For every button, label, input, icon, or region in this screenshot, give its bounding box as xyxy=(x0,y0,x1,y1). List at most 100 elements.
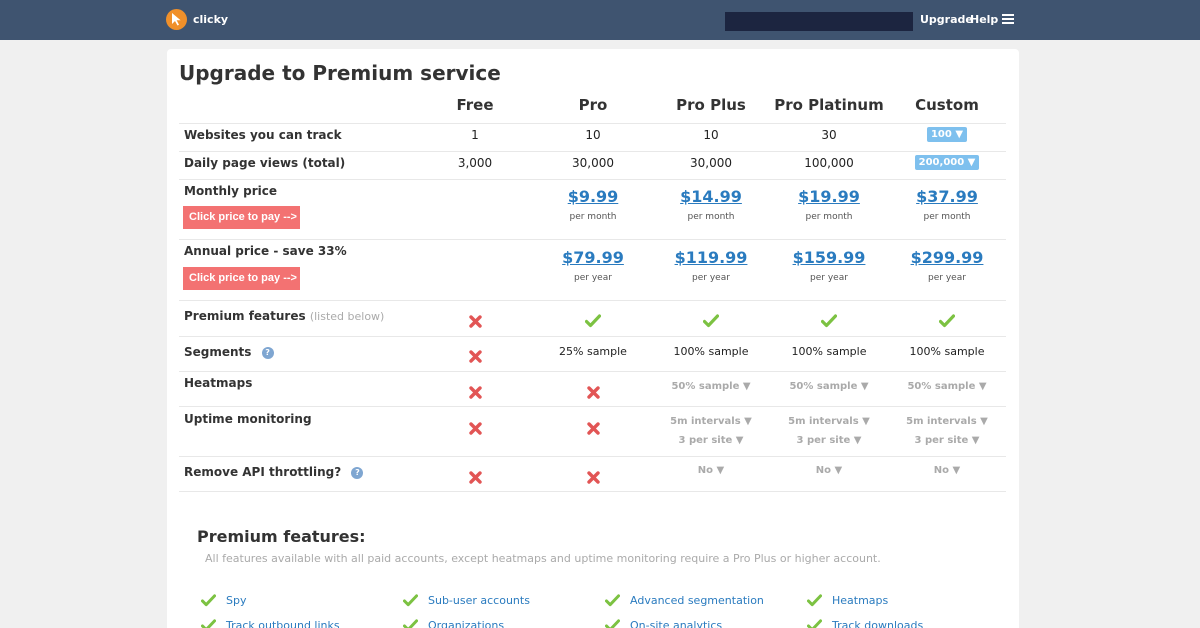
check-icon xyxy=(403,619,423,628)
help-link[interactable]: Help xyxy=(970,13,999,26)
logo-text: clicky xyxy=(193,13,229,26)
websites-free: 1 xyxy=(471,128,479,142)
row-divider xyxy=(179,151,1006,152)
period-label: per month xyxy=(923,212,971,222)
annual-price-custom[interactable]: $299.99 xyxy=(910,248,984,267)
cross-icon xyxy=(468,313,482,328)
annual-price-pro-platinum[interactable]: $159.99 xyxy=(792,248,866,267)
websites-custom-select[interactable]: 100 ▼ xyxy=(926,127,968,142)
monthly-pay-button[interactable]: Click price to pay --> xyxy=(183,206,300,229)
feature-item[interactable]: Advanced segmentation xyxy=(605,594,764,607)
segments-label: Segments ? xyxy=(184,345,274,359)
row-divider xyxy=(179,491,1006,492)
site-search-input[interactable] xyxy=(725,12,913,31)
period-label: per year xyxy=(692,273,730,283)
clicky-logo[interactable]: clicky xyxy=(166,9,228,30)
monthly-price-label: Monthly price xyxy=(184,184,277,198)
segments-pro-platinum: 100% sample xyxy=(791,345,867,358)
check-icon xyxy=(605,594,625,607)
uptime-interval-pro-platinum-select[interactable]: 5m intervals ▼ xyxy=(788,416,870,427)
plan-header-custom: Custom xyxy=(915,96,979,114)
annual-pro-plus-cell: $119.99 per year xyxy=(652,248,770,283)
feature-item[interactable]: Track outbound links xyxy=(201,619,340,628)
feature-item[interactable]: On-site analytics xyxy=(605,619,722,628)
uptime-sites-pro-plus-select[interactable]: 3 per site ▼ xyxy=(678,435,744,446)
check-icon xyxy=(201,594,221,607)
period-label: per month xyxy=(805,212,853,222)
pageviews-custom-cell: 200,000 ▼ xyxy=(888,154,1006,170)
annual-pro-platinum-cell: $159.99 per year xyxy=(770,248,888,283)
feature-item[interactable]: Spy xyxy=(201,594,246,607)
monthly-price-custom[interactable]: $37.99 xyxy=(916,187,978,206)
premium-features-description: All features available with all paid acc… xyxy=(205,552,881,565)
throttling-label: Remove API throttling? ? xyxy=(184,465,364,479)
feature-item[interactable]: Sub-user accounts xyxy=(403,594,530,607)
row-divider xyxy=(179,239,1006,240)
segments-pro: 25% sample xyxy=(559,345,627,358)
feature-item[interactable]: Organizations xyxy=(403,619,504,628)
segments-custom: 100% sample xyxy=(909,345,985,358)
row-divider xyxy=(179,123,1006,124)
cross-icon xyxy=(468,420,482,435)
plan-header-free: Free xyxy=(456,96,494,114)
period-label: per month xyxy=(687,212,735,222)
premium-free-mark xyxy=(416,313,534,328)
websites-custom-cell: 100 ▼ xyxy=(888,126,1006,142)
pageviews-pro-plus: 30,000 xyxy=(690,156,732,170)
cross-icon xyxy=(468,469,482,484)
plan-header-pro-plus: Pro Plus xyxy=(676,96,746,114)
feature-item[interactable]: Track downloads xyxy=(807,619,923,628)
uptime-sites-custom-select[interactable]: 3 per site ▼ xyxy=(914,435,980,446)
top-navigation-bar: clicky Upgrade Help xyxy=(0,0,1200,40)
upgrade-link[interactable]: Upgrade xyxy=(920,13,973,26)
feature-label: Track outbound links xyxy=(226,619,340,628)
throttling-custom-select[interactable]: No ▼ xyxy=(933,465,961,476)
cross-icon xyxy=(586,420,600,435)
websites-label: Websites you can track xyxy=(184,128,342,142)
monthly-price-pro-plus[interactable]: $14.99 xyxy=(680,187,742,206)
heatmaps-custom-select[interactable]: 50% sample ▼ xyxy=(907,381,987,392)
cross-icon xyxy=(586,384,600,399)
monthly-price-pro-platinum[interactable]: $19.99 xyxy=(798,187,860,206)
annual-price-pro[interactable]: $79.99 xyxy=(562,248,624,267)
throttling-label-text: Remove API throttling? xyxy=(184,465,342,479)
uptime-sites-pro-platinum-select[interactable]: 3 per site ▼ xyxy=(796,435,862,446)
menu-icon[interactable] xyxy=(1002,14,1014,24)
row-divider xyxy=(179,336,1006,337)
pageviews-free: 3,000 xyxy=(457,156,493,170)
premium-pro-mark xyxy=(534,313,652,328)
uptime-interval-custom-select[interactable]: 5m intervals ▼ xyxy=(906,416,988,427)
period-label: per year xyxy=(810,273,848,283)
row-divider xyxy=(179,456,1006,457)
monthly-price-pro[interactable]: $9.99 xyxy=(567,187,619,206)
row-divider xyxy=(179,371,1006,372)
feature-label: Spy xyxy=(226,594,247,607)
check-icon xyxy=(201,619,221,628)
throttling-pro-plus-select[interactable]: No ▼ xyxy=(697,465,725,476)
throttling-pro-platinum-select[interactable]: No ▼ xyxy=(815,465,843,476)
feature-item[interactable]: Heatmaps xyxy=(807,594,888,607)
pricing-card xyxy=(167,49,1019,628)
websites-pro: 10 xyxy=(585,128,601,142)
premium-features-label-text: Premium features xyxy=(184,309,306,323)
monthly-pro-cell: $9.99 per month xyxy=(534,187,652,222)
annual-price-pro-plus[interactable]: $119.99 xyxy=(674,248,748,267)
check-icon xyxy=(584,313,602,328)
annual-pay-button[interactable]: Click price to pay --> xyxy=(183,267,300,290)
page-title: Upgrade to Premium service xyxy=(179,61,501,85)
heatmaps-label: Heatmaps xyxy=(184,376,253,390)
annual-pro-cell: $79.99 per year xyxy=(534,248,652,283)
heatmaps-pro-platinum-select[interactable]: 50% sample ▼ xyxy=(789,381,869,392)
uptime-interval-pro-plus-select[interactable]: 5m intervals ▼ xyxy=(670,416,752,427)
cross-icon xyxy=(586,469,600,484)
help-icon[interactable]: ? xyxy=(351,466,364,479)
row-divider xyxy=(179,406,1006,407)
heatmaps-free-mark xyxy=(416,384,534,399)
pageviews-custom-select[interactable]: 200,000 ▼ xyxy=(914,155,980,170)
monthly-pro-plus-cell: $14.99 per month xyxy=(652,187,770,222)
plan-header-pro-platinum: Pro Platinum xyxy=(774,96,884,114)
heatmaps-pro-plus-select[interactable]: 50% sample ▼ xyxy=(671,381,751,392)
help-icon[interactable]: ? xyxy=(261,346,274,359)
premium-pro-platinum-mark xyxy=(770,313,888,328)
row-divider xyxy=(179,179,1006,180)
